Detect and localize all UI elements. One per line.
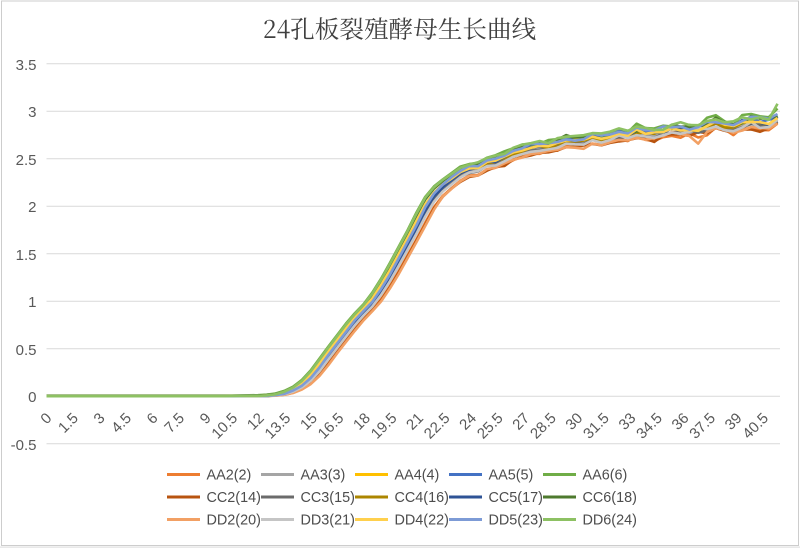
svg-text:CC3(15): CC3(15) — [301, 490, 355, 506]
svg-text:AA3(3): AA3(3) — [301, 468, 346, 484]
svg-text:DD4(22): DD4(22) — [395, 513, 449, 529]
svg-text:0.5: 0.5 — [16, 342, 37, 359]
svg-text:-0.5: -0.5 — [11, 437, 37, 454]
svg-text:2.5: 2.5 — [16, 152, 37, 169]
svg-text:DD6(24): DD6(24) — [583, 513, 637, 529]
svg-text:3.5: 3.5 — [16, 57, 37, 74]
svg-text:0: 0 — [28, 389, 36, 406]
svg-text:CC5(17): CC5(17) — [489, 490, 543, 506]
svg-text:CC6(18): CC6(18) — [583, 490, 637, 506]
svg-text:2: 2 — [28, 199, 36, 216]
svg-text:DD5(23): DD5(23) — [489, 513, 543, 529]
svg-text:CC2(14): CC2(14) — [207, 490, 261, 506]
svg-text:1: 1 — [28, 294, 36, 311]
svg-text:AA6(6): AA6(6) — [583, 468, 628, 484]
svg-text:1.5: 1.5 — [16, 247, 37, 264]
svg-text:AA4(4): AA4(4) — [395, 468, 440, 484]
svg-text:DD2(20): DD2(20) — [207, 513, 261, 529]
svg-text:3: 3 — [28, 104, 36, 121]
svg-text:DD3(21): DD3(21) — [301, 513, 355, 529]
svg-text:AA5(5): AA5(5) — [489, 468, 534, 484]
svg-text:CC4(16): CC4(16) — [395, 490, 449, 506]
svg-text:AA2(2): AA2(2) — [207, 468, 252, 484]
